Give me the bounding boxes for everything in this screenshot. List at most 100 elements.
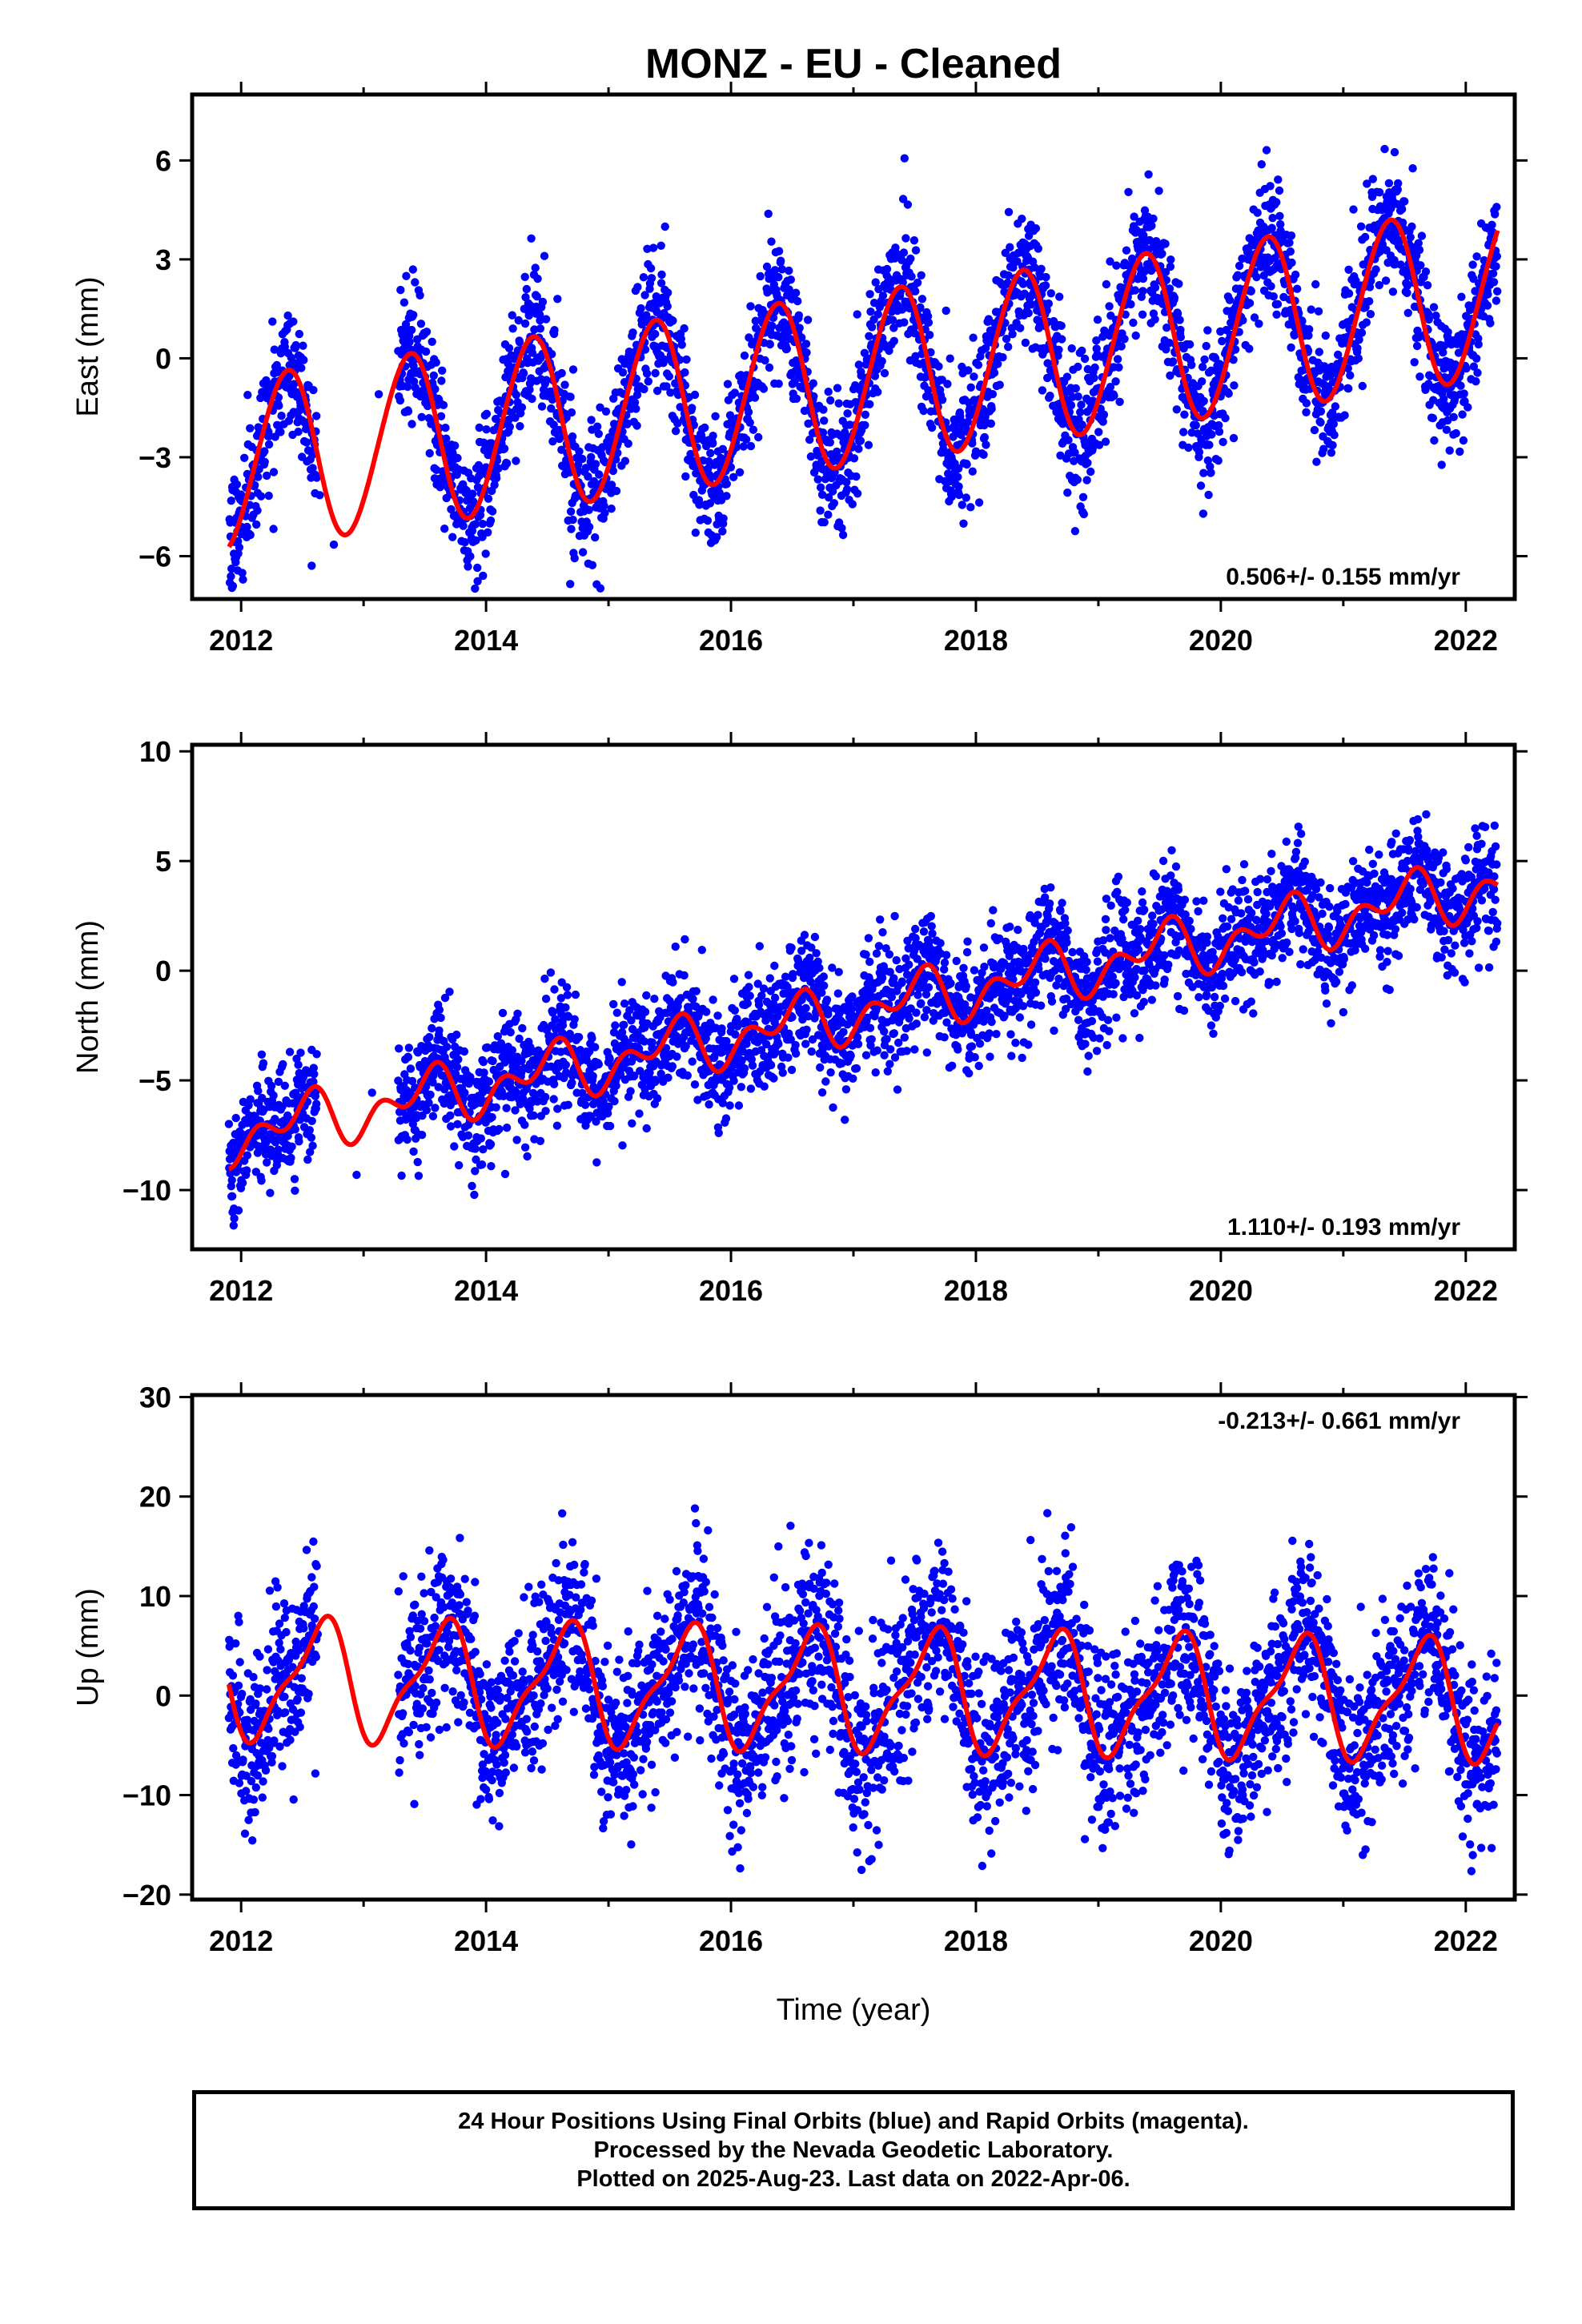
data-point xyxy=(1357,328,1367,337)
data-point xyxy=(824,1006,833,1015)
data-point xyxy=(962,460,971,469)
data-point xyxy=(900,154,909,163)
data-point xyxy=(889,324,898,332)
data-point xyxy=(864,934,873,943)
data-point xyxy=(668,1062,677,1071)
data-point xyxy=(954,490,964,500)
data-point xyxy=(1286,247,1295,256)
data-point xyxy=(275,401,283,410)
data-point xyxy=(721,1114,731,1123)
data-point xyxy=(633,283,642,292)
data-point xyxy=(711,412,720,420)
data-point xyxy=(601,407,611,416)
data-point xyxy=(417,412,426,421)
data-point xyxy=(446,1111,455,1120)
data-point xyxy=(246,424,255,432)
data-point xyxy=(797,333,806,342)
data-point xyxy=(1215,420,1223,430)
data-point xyxy=(290,1175,299,1184)
data-point xyxy=(264,491,273,501)
data-point xyxy=(416,320,426,328)
data-point xyxy=(605,1054,614,1063)
data-point xyxy=(647,274,656,283)
data-point xyxy=(834,399,843,408)
data-point xyxy=(396,396,405,405)
data-point xyxy=(954,464,963,473)
data-point xyxy=(1417,231,1427,240)
data-point xyxy=(713,533,721,541)
data-point xyxy=(1462,364,1471,373)
data-point xyxy=(1460,389,1468,398)
data-point xyxy=(1229,356,1238,364)
data-point xyxy=(746,302,755,311)
data-point xyxy=(865,400,874,408)
data-point xyxy=(460,1088,469,1097)
data-point xyxy=(315,491,324,500)
data-point xyxy=(1366,310,1375,319)
data-point xyxy=(1456,381,1465,390)
data-point xyxy=(801,1039,810,1048)
data-point xyxy=(1062,372,1072,381)
data-point xyxy=(1445,446,1454,455)
data-point xyxy=(1250,313,1259,322)
data-point xyxy=(542,376,551,384)
data-point xyxy=(232,480,242,489)
data-point xyxy=(759,384,769,393)
data-point xyxy=(450,1142,459,1151)
data-point xyxy=(260,447,269,456)
data-point xyxy=(478,533,487,541)
data-point xyxy=(1165,284,1174,293)
data-point xyxy=(1430,436,1439,445)
data-point xyxy=(706,448,715,458)
data-point xyxy=(1231,345,1240,354)
data-point xyxy=(1371,265,1380,274)
data-point xyxy=(254,472,263,481)
data-point xyxy=(1267,223,1276,232)
data-point xyxy=(745,983,753,991)
data-point xyxy=(529,1111,538,1120)
data-point xyxy=(242,1166,251,1175)
data-point xyxy=(686,449,695,459)
data-point xyxy=(805,435,814,444)
data-point xyxy=(974,360,983,369)
data-point xyxy=(652,1094,662,1103)
data-point xyxy=(1285,238,1294,247)
data-point xyxy=(267,1081,276,1091)
data-point xyxy=(1407,222,1416,231)
data-point xyxy=(558,1021,568,1030)
data-point xyxy=(1199,509,1208,518)
data-point xyxy=(588,561,597,569)
data-point xyxy=(923,312,933,321)
data-point xyxy=(1144,170,1153,179)
data-point xyxy=(826,1068,835,1077)
data-point xyxy=(549,1080,559,1089)
data-point xyxy=(764,209,773,219)
data-point xyxy=(867,323,877,332)
data-point xyxy=(1099,410,1109,419)
data-point xyxy=(1362,318,1371,327)
data-point xyxy=(1316,418,1325,427)
data-point xyxy=(452,1063,462,1072)
data-point xyxy=(906,254,915,263)
data-point xyxy=(1489,278,1499,287)
data-point xyxy=(966,383,975,392)
data-point xyxy=(865,332,873,340)
data-point xyxy=(842,485,852,494)
data-point xyxy=(789,970,797,979)
data-point xyxy=(587,416,596,424)
data-point xyxy=(612,486,621,496)
data-point xyxy=(460,537,469,547)
data-point xyxy=(1380,144,1389,154)
data-point xyxy=(269,1091,278,1100)
data-point xyxy=(460,1047,469,1056)
data-point xyxy=(591,533,600,542)
data-point xyxy=(299,341,307,350)
data-point xyxy=(969,333,978,342)
data-point xyxy=(487,1162,496,1171)
data-point xyxy=(911,352,920,360)
data-point xyxy=(845,420,854,429)
data-point xyxy=(588,1034,596,1043)
data-point xyxy=(1457,292,1466,301)
data-point xyxy=(1472,252,1481,261)
data-point xyxy=(781,972,790,981)
